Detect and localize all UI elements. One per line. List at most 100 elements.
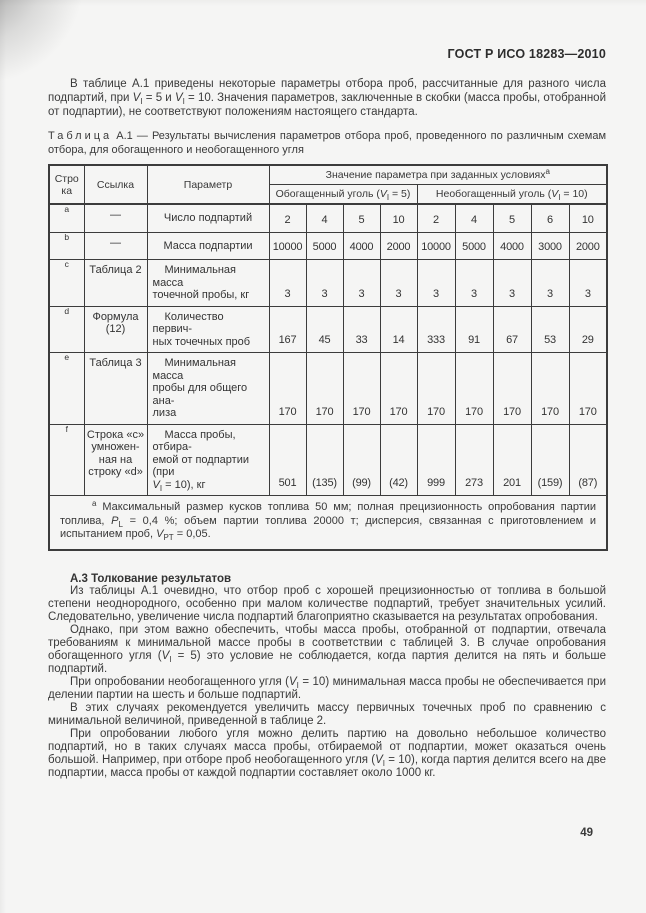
page-content: В таблице А.1 приведены некоторые параме… [48, 77, 609, 780]
row-value: 170 [268, 352, 307, 425]
row-value: 3 [342, 259, 381, 307]
row-reference: Формула (12) [83, 305, 148, 353]
row-value: 170 [492, 352, 532, 425]
table-header-row-1: Стро ка Ссылка Параметр Значение параметр… [48, 164, 608, 205]
row-value: 4000 [342, 231, 381, 260]
section-heading: А.3 Толкование результатов [70, 572, 232, 585]
section-paragraph: Однако, при этом важно обеспечить, чтобы… [48, 623, 607, 675]
table-a1: Стро ка Ссылка Параметр Значение параметр… [48, 164, 609, 551]
table-caption-word: Таблица [48, 130, 113, 142]
row-value: 170 [454, 352, 494, 425]
row-reference: Таблица 3 [83, 352, 148, 425]
row-letter: f [48, 423, 85, 496]
row-value: 273 [454, 423, 494, 496]
row-value: 10000 [416, 231, 456, 260]
row-value: 14 [379, 305, 418, 353]
row-parameter: Минимальная масса пробы для общего ана-ли… [146, 352, 270, 425]
row-reference: — [83, 203, 148, 233]
row-value: 10 [568, 203, 608, 233]
row-value: 201 [492, 423, 532, 496]
row-value: 170 [305, 352, 344, 425]
col-header-group-raw: Необогащенный уголь (VI = 10) [416, 184, 608, 205]
row-parameter: Число подпартий [146, 203, 270, 233]
row-value: 3 [492, 259, 532, 307]
table-row-a: a — Число подпартий 2 4 5 10 2 4 5 6 10 [48, 203, 608, 233]
row-value: 170 [568, 352, 608, 425]
row-value: 4 [305, 203, 344, 233]
row-value: 3 [530, 259, 570, 307]
table-footnote-row: а Максимальный размер кусков топлива 50 … [48, 495, 608, 550]
row-value: (87) [568, 423, 608, 496]
section-paragraph: Из таблицы А.1 очевидно, что отбор проб … [48, 584, 606, 623]
row-value: 3 [568, 259, 608, 307]
row-parameter: Минимальная масса точечной пробы, кг [146, 259, 270, 307]
row-value: 3 [268, 259, 307, 307]
row-value: 5 [342, 203, 381, 233]
row-value: 3 [305, 259, 344, 307]
row-value: 2 [268, 203, 307, 233]
col-header-ref: Ссылка [83, 164, 148, 205]
row-value: 999 [416, 423, 456, 496]
section-paragraph: В этих случаях рекомендуется увеличить м… [48, 701, 606, 727]
row-parameter: Количество первич-ных точечных проб [146, 305, 270, 353]
doc-code-header: ГОСТ Р ИСО 18283—2010 [447, 47, 606, 61]
row-value: 3 [416, 259, 456, 307]
row-value: 2000 [568, 231, 608, 260]
row-letter: d [48, 305, 85, 353]
table-caption-text: А.1 — Результаты вычисления параметров о… [48, 130, 607, 156]
table-row-b: b — Масса подпартии 10000 5000 4000 2000 10000 5… [48, 231, 608, 260]
row-value: 170 [530, 352, 570, 425]
row-value: 10 [379, 203, 418, 233]
section-paragraph: При опробовании любого угля можно делить… [48, 727, 606, 779]
row-value: 6 [530, 203, 570, 233]
table-row-d: d Формула (12) Количество первич-ных точечн… [48, 305, 608, 353]
row-value: 501 [268, 423, 307, 496]
table-row-f: f Строка «с» умножен-ная на строку «d» Масса… [48, 423, 608, 496]
col-header-values: Значение параметра при заданных условиях… [268, 164, 608, 185]
row-value: 3000 [530, 231, 570, 260]
row-value: (159) [530, 423, 570, 496]
row-value: 170 [379, 352, 418, 425]
row-value: 3 [379, 259, 418, 307]
row-letter: a [48, 203, 85, 233]
row-value: (135) [305, 423, 344, 496]
table-caption: Таблица А.1 — Результаты вычисления пара… [48, 130, 606, 157]
col-header-row: Стро ка [48, 164, 85, 205]
row-value: 33 [342, 305, 381, 353]
row-value: 167 [268, 305, 307, 353]
row-value: 333 [416, 305, 456, 353]
table-footnote: а Максимальный размер кусков топлива 50 … [48, 495, 608, 550]
row-value: 10000 [268, 231, 307, 260]
row-value: 4 [454, 203, 494, 233]
row-value: 170 [342, 352, 381, 425]
row-letter: e [48, 352, 85, 425]
row-value: 67 [492, 305, 532, 353]
table-row-e: e Таблица 3 Минимальная масса пробы для общ… [48, 352, 608, 425]
row-reference: — [83, 231, 148, 260]
row-parameter: Масса подпартии [146, 231, 270, 260]
row-letter: c [48, 259, 85, 307]
row-value: 45 [305, 305, 344, 353]
row-value: 5000 [305, 231, 344, 260]
row-value: 170 [416, 352, 456, 425]
section-paragraph: При опробовании необогащенного угля (VI … [48, 675, 606, 701]
row-reference: Таблица 2 [83, 259, 148, 307]
row-value: (99) [342, 423, 381, 496]
row-parameter: Масса пробы, отбира-емой от подпартии (п… [146, 423, 270, 496]
col-header-group-enriched: Обогащенный уголь (VI = 5) [268, 184, 418, 205]
row-value: 5 [492, 203, 532, 233]
row-value: 53 [530, 305, 570, 353]
row-value: (42) [379, 423, 418, 496]
table-row-c: c Таблица 2 Минимальная масса точечной проб… [48, 259, 608, 307]
col-header-param: Параметр [146, 164, 270, 205]
intro-paragraph: В таблице А.1 приведены некоторые параме… [48, 78, 606, 118]
row-value: 29 [568, 305, 608, 353]
row-value: 4000 [492, 231, 532, 260]
row-reference: Строка «с» умножен-ная на строку «d» [83, 423, 148, 496]
page-number: 49 [580, 827, 593, 839]
row-value: 5000 [454, 231, 494, 260]
row-value: 3 [454, 259, 494, 307]
row-value: 91 [454, 305, 494, 353]
row-value: 2 [416, 203, 456, 233]
row-value: 2000 [379, 231, 418, 260]
